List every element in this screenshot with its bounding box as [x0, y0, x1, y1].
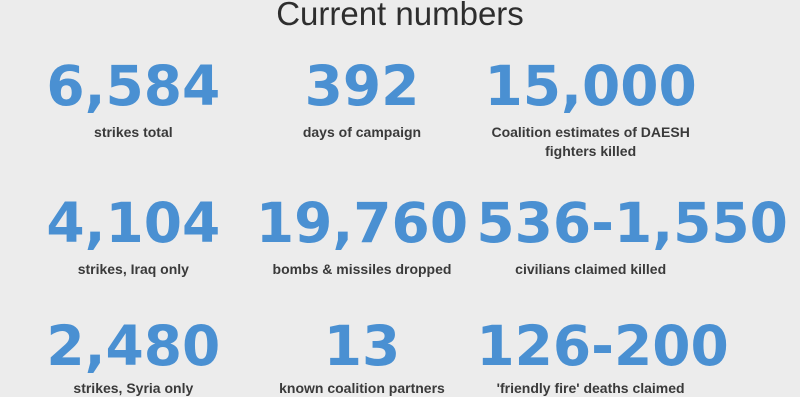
stat-label: days of campaign — [302, 124, 422, 140]
stat-label: strikes total — [94, 124, 173, 140]
stat-tile-bombs-missiles: 19,760 bombs & missiles dropped — [248, 161, 477, 279]
stat-label: strikes, Syria only — [73, 380, 194, 396]
stats-row-3: 2,480 strikes, Syria only 13 known coali… — [19, 279, 729, 397]
stat-tile-days-of-campaign: 392 days of campaign — [248, 32, 477, 161]
stat-value: 19,760 — [255, 191, 469, 255]
stat-label: known coalition partners — [279, 380, 445, 396]
stats-row-2: 4,104 strikes, Iraq only 19,760 bombs & … — [19, 161, 788, 279]
stat-label: strikes, Iraq only — [77, 261, 189, 277]
stat-value: 6,584 — [46, 54, 221, 118]
stat-tile-strikes-total: 6,584 strikes total — [19, 32, 248, 161]
stat-value: 126-200 — [476, 314, 729, 378]
stat-tile-civilians-claimed-killed: 536-1,550 civilians claimed killed — [476, 161, 788, 279]
stat-tile-daesh-fighters-killed: 15,000 Coalition estimates of DAESH figh… — [476, 32, 705, 161]
page-title: Current numbers — [276, 0, 524, 32]
stat-label: civilians claimed killed — [515, 261, 667, 277]
stat-tile-strikes-syria: 2,480 strikes, Syria only — [19, 279, 248, 397]
stat-label: 'friendly fire' deaths claimed — [496, 380, 685, 396]
stat-label: bombs & missiles dropped — [272, 261, 452, 277]
stats-row-1: 6,584 strikes total 392 days of campaign… — [19, 32, 705, 161]
stat-value: 536-1,550 — [476, 191, 788, 255]
stat-tile-friendly-fire-deaths: 126-200 'friendly fire' deaths claimed — [476, 279, 729, 397]
stats-grid: 6,584 strikes total 392 days of campaign… — [19, 32, 788, 397]
stat-tile-coalition-partners: 13 known coalition partners — [248, 279, 477, 397]
stat-value: 13 — [323, 314, 401, 378]
stat-value: 2,480 — [46, 314, 221, 378]
stat-value: 15,000 — [484, 54, 697, 118]
stat-label: Coalition estimates of DAESH fighters ki… — [491, 124, 690, 159]
stat-value: 4,104 — [46, 191, 221, 255]
stat-tile-strikes-iraq: 4,104 strikes, Iraq only — [19, 161, 248, 279]
stat-value: 392 — [304, 54, 420, 118]
